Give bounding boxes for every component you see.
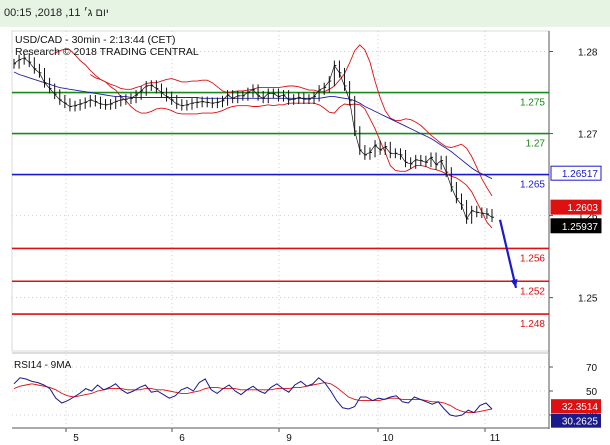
rsi-badge	[551, 413, 601, 428]
x-axis-labels: 5 6 9 10 11	[65, 428, 501, 444]
price-badge	[550, 199, 602, 215]
ytick-label: 1.25	[578, 294, 598, 305]
price-line	[13, 57, 493, 220]
rsi-badge-label: 30.2625	[562, 417, 599, 428]
price-badge-label: 1.26517	[562, 169, 599, 180]
forecast-arrow-shaft	[498, 219, 518, 289]
support-resistance-levels: 1.275 1.27 1.265 1.256 1.252 1.248	[12, 91, 549, 330]
rsi-line	[13, 377, 493, 417]
price-badges: 1.26517 1.2603 1.25937	[550, 165, 602, 234]
rsi-ytick-label: 70	[586, 363, 598, 374]
rsi-series: 32.3514 30.2625	[13, 377, 601, 428]
rsi-grid: 305070	[12, 363, 598, 422]
level-label: 1.252	[520, 286, 545, 297]
price-badge	[550, 218, 602, 234]
ma-line	[13, 71, 493, 180]
ytick-label: 1.27	[578, 130, 598, 141]
rsi-title: RSI14 - 9MA	[14, 360, 72, 371]
moving-average	[13, 71, 493, 180]
upper-band	[54, 44, 493, 197]
rsi-badge	[551, 399, 601, 414]
header-bar: יום ג׳ 11, 2018, 00:15	[0, 0, 610, 27]
y-axis-ticks: 1.25 1.26 1.27 1.28	[549, 48, 598, 305]
level-label: 1.256	[520, 253, 545, 264]
chart-title: USD/CAD - 30min - 2:13:44 (CET)	[15, 34, 175, 46]
xtick-label: 11	[490, 433, 501, 444]
forecast-arrow-head	[510, 278, 518, 288]
level-label: 1.27	[526, 139, 546, 150]
price-badge-label: 1.2603	[567, 203, 598, 214]
ytick-label: 1.28	[578, 48, 598, 59]
rsi-ytick-label: 50	[586, 387, 598, 398]
xtick-label: 9	[286, 433, 292, 444]
main-panel	[11, 30, 550, 352]
bollinger-bands	[54, 44, 493, 229]
price-series	[13, 53, 494, 224]
xtick-label: 6	[179, 433, 185, 444]
forecast-arrow	[498, 219, 518, 289]
level-label: 1.275	[520, 98, 545, 109]
rsi-badge-label: 32.3514	[562, 402, 599, 413]
ytick-label: 1.26	[578, 212, 598, 223]
price-badge	[550, 165, 602, 181]
rsi-ma-line	[13, 382, 493, 414]
lower-band	[90, 74, 493, 229]
xtick-label: 5	[73, 433, 79, 444]
level-label: 1.248	[520, 319, 545, 330]
price-badge-label: 1.25937	[562, 222, 599, 233]
header-datetime: יום ג׳ 11, 2018, 00:15	[4, 7, 109, 19]
level-label: 1.265	[520, 180, 545, 191]
chart-subtitle: Research © 2018 TRADING CENTRAL	[15, 46, 199, 58]
xtick-label: 10	[382, 433, 394, 444]
